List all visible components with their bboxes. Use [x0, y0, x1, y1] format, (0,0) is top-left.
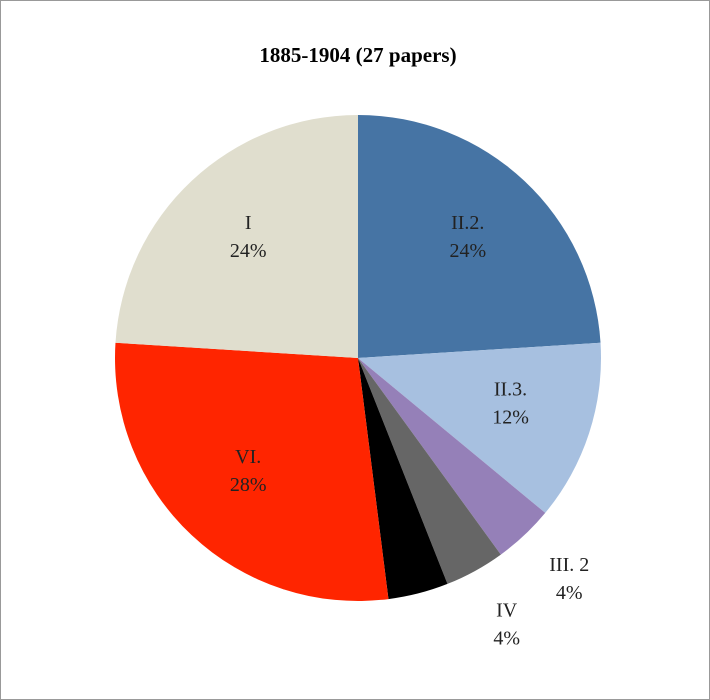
pie-slice	[115, 342, 389, 601]
slice-percent: 24%	[230, 240, 267, 262]
pie-slice	[358, 358, 501, 584]
pie-slice	[358, 358, 448, 600]
slice-name: I	[245, 212, 252, 234]
pie-slice	[115, 115, 358, 358]
data-label: I 24%	[230, 212, 267, 262]
data-label: II.2. 24%	[449, 212, 486, 262]
data-label: III. 2 4%	[549, 554, 589, 604]
slice-percent: 4%	[493, 627, 520, 649]
slice-percent: 24%	[449, 240, 486, 262]
data-label: IV 4%	[493, 599, 520, 649]
pie-slice	[358, 115, 601, 358]
data-label: II.3. 12%	[492, 379, 529, 429]
slice-percent: 4%	[556, 582, 583, 604]
slice-name: VI.	[235, 446, 261, 468]
slice-name: III. 2	[549, 554, 589, 576]
slice-percent: 12%	[492, 407, 529, 429]
slice-percent: 28%	[230, 474, 267, 496]
slice-name: II.2.	[451, 212, 484, 234]
slice-name: IV	[496, 599, 518, 621]
pie-slice	[358, 358, 546, 555]
data-label: VI. 28%	[230, 446, 267, 496]
chart-title: 1885-1904 (27 papers)	[259, 43, 456, 67]
slice-name: II.3.	[494, 379, 527, 401]
pie-slice	[358, 342, 602, 513]
